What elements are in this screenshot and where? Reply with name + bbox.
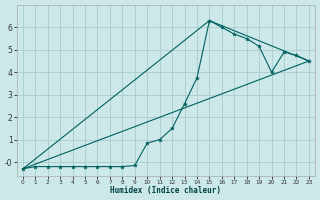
X-axis label: Humidex (Indice chaleur): Humidex (Indice chaleur) [110,186,221,195]
